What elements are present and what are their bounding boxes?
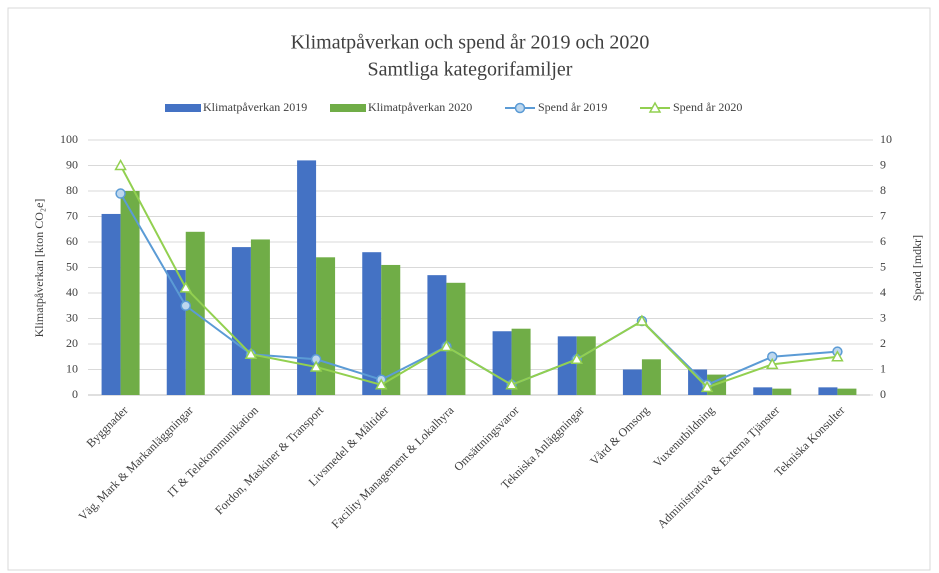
point-marker [180,300,191,311]
y-tick-label: 30 [66,310,78,324]
point-marker [700,380,714,393]
bar [557,336,577,395]
spend-line [119,165,838,389]
y-tick-label: 60 [66,234,78,248]
bar [250,239,270,395]
bar [576,336,596,395]
y2-tick-label: 5 [880,259,886,273]
legend-label: Klimatpåverkan 2019 [203,100,307,114]
bar [641,359,661,395]
bar [446,282,466,395]
y-tick-label: 20 [66,336,78,350]
bar [381,264,401,395]
legend-marker [514,102,526,114]
point-marker [114,158,127,171]
y2-tick-label: 10 [880,132,892,146]
point-marker [505,378,518,390]
point-marker [570,352,584,365]
bar [753,387,773,395]
legend-marker [648,101,662,113]
y2-tick-label: 3 [880,310,886,324]
y2-tick-label: 1 [880,361,886,375]
legend-label: Spend år 2020 [673,100,742,114]
y-tick-label: 50 [66,259,78,273]
y-tick-label: 10 [66,361,78,375]
y-tick-label: 80 [66,183,78,197]
point-marker [831,350,844,362]
bar [818,387,838,395]
point-marker [635,314,649,326]
y2-tick-label: 6 [880,234,886,248]
bar [166,270,186,395]
y2-tick-label: 9 [880,157,886,171]
bar [688,369,708,395]
legend-swatch [165,104,201,112]
y-tick-label: 70 [66,208,78,222]
chart-subtitle: Samtliga kategorifamiljer [368,59,573,81]
bar [362,252,382,395]
y-axis-label: Klimatpåverkan [kton CO₂e] [32,199,46,338]
y2-tick-label: 2 [880,336,886,350]
point-marker [179,281,193,293]
legend-label: Spend år 2019 [538,100,607,114]
bar [231,247,251,395]
y-tick-label: 100 [60,132,78,146]
point-marker [115,188,126,199]
legend-label: Klimatpåverkan 2020 [368,100,472,114]
y-tick-label: 0 [72,387,78,401]
y-tick-label: 90 [66,157,78,171]
bar [492,331,512,395]
bar [427,275,447,395]
y2-tick-label: 4 [880,285,886,299]
point-marker [374,378,388,390]
bar [101,213,121,395]
chart-frame [7,7,931,571]
point-marker [765,357,779,370]
point-marker [309,360,323,372]
y-tick-label: 40 [66,285,78,299]
bar [297,160,317,395]
bar [772,388,792,395]
y2-axis-label: Spend [mdkr] [910,235,924,301]
y2-tick-label: 0 [880,387,886,401]
y2-tick-label: 7 [880,208,886,222]
bar [316,257,336,395]
bar [837,388,857,395]
point-marker [440,340,453,352]
chart-title: Klimatpåverkan och spend år 2019 och 202… [291,32,650,54]
y2-tick-label: 8 [880,183,886,197]
legend-swatch [330,104,366,112]
point-marker [244,347,258,359]
bar [120,191,140,395]
bar [622,369,642,395]
